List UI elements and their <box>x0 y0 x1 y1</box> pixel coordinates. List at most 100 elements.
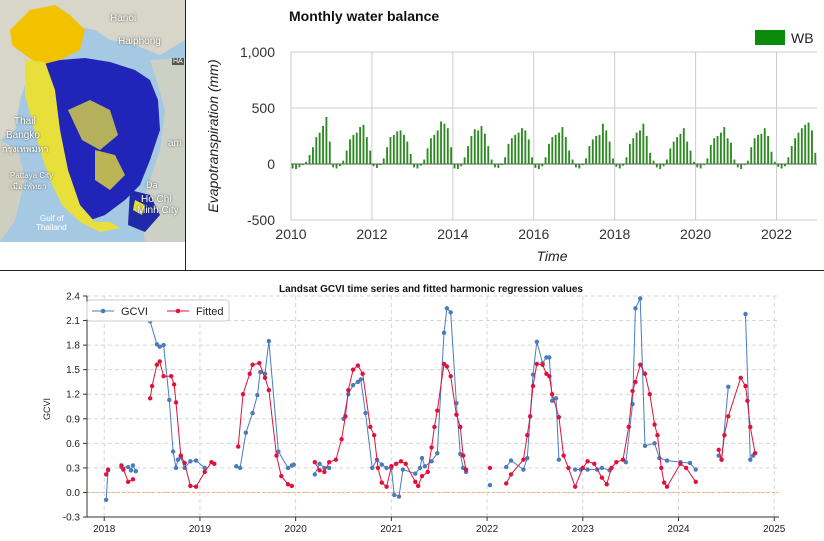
wb-legend-label[interactable]: WB <box>791 30 814 46</box>
gcvi-x-tick-label: 2018 <box>93 524 116 535</box>
gcvi-y-tick-label: 0.0 <box>66 488 80 499</box>
wb-y-tick-label: 0 <box>267 156 275 172</box>
fitted-point <box>521 457 526 462</box>
gcvi-point <box>255 392 260 398</box>
wb-bar <box>719 132 722 164</box>
gcvi-point <box>396 494 402 499</box>
gcvi-x-tick-label: 2024 <box>667 524 690 535</box>
fitted-point <box>743 383 748 389</box>
gcvi-point <box>422 464 428 469</box>
map-panel[interactable]: Hanoi Haiphong Thail Bangko กรุงเทพมหา P… <box>0 0 185 242</box>
fitted-point <box>289 483 295 489</box>
map-label-hanoi: Hanoi <box>110 13 137 24</box>
wb-bar <box>433 134 436 164</box>
fitted-point <box>212 461 217 466</box>
wb-bar <box>430 138 432 164</box>
wb-bar <box>382 158 385 164</box>
gcvi-x-tick-label: 2025 <box>763 524 786 535</box>
fitted-point <box>317 468 322 473</box>
fitted-point <box>460 453 466 458</box>
fitted-point <box>566 465 571 471</box>
wb-bar <box>548 143 550 164</box>
wb-bar <box>355 132 358 164</box>
wb-bar <box>551 137 554 164</box>
map-label-bangkok: Bangko <box>6 130 40 141</box>
wb-bar <box>628 143 631 164</box>
wb-bar <box>318 132 321 164</box>
fitted-point <box>149 383 155 389</box>
basin-west-yellow <box>25 60 120 232</box>
gcvi-point <box>250 410 255 416</box>
wb-bar <box>794 138 797 164</box>
wb-y-tick-label: 500 <box>252 100 276 116</box>
gcvi-y-tick-label: 2.1 <box>66 316 80 327</box>
wb-bar <box>544 157 547 164</box>
map-label-gulf-1: Gulf of <box>40 214 64 223</box>
gcvi-legend[interactable]: GCVI Fitted <box>86 299 230 322</box>
wb-bar <box>460 164 463 167</box>
wb-bar <box>746 160 749 164</box>
gcvi-x-tick-label: 2022 <box>476 524 499 535</box>
gcvi-legend-marker-fitted <box>175 308 181 314</box>
wb-bar <box>359 127 362 164</box>
wb-bar <box>470 136 473 164</box>
fitted-point <box>173 400 179 405</box>
gcvi-x-tick-label: 2019 <box>189 524 212 535</box>
wb-bar <box>392 134 395 164</box>
wb-bar <box>514 134 517 164</box>
gcvi-legend-box <box>86 299 230 322</box>
map-label-thailand: Thail <box>14 116 36 127</box>
gcvi-point <box>585 467 590 472</box>
wb-bar <box>524 130 527 164</box>
fitted-point <box>652 422 657 427</box>
fitted-point <box>620 457 626 462</box>
wb-bar <box>416 164 419 169</box>
wb-bar <box>301 164 304 166</box>
fitted-point <box>655 432 660 438</box>
wb-bar <box>487 146 490 164</box>
gcvi-legend-label-fitted[interactable]: Fitted <box>196 306 224 318</box>
wb-y-tick-label: 1,000 <box>240 44 275 60</box>
gcvi-point <box>384 465 389 471</box>
wb-bar <box>790 146 793 164</box>
wb-bar <box>365 137 368 164</box>
wb-bar <box>480 125 483 164</box>
wb-bar <box>763 128 766 164</box>
gcvi-point <box>508 458 514 463</box>
wb-y-axis-label: Evapotranspiration (mm) <box>205 59 221 212</box>
wb-bar <box>608 141 611 164</box>
wb-bar <box>335 164 338 169</box>
gcvi-point <box>161 342 166 348</box>
gcvi-point <box>173 465 179 471</box>
wb-x-tick-label: 2022 <box>761 226 792 242</box>
wb-bar <box>585 158 587 164</box>
fitted-point <box>726 414 731 419</box>
gcvi-point <box>237 465 243 471</box>
fitted-point <box>549 392 555 397</box>
fitted-point <box>527 414 533 419</box>
wb-bar <box>655 164 658 168</box>
gcvi-point <box>530 372 536 377</box>
fitted-point <box>119 463 124 468</box>
wb-bar <box>490 159 493 164</box>
basin-north-yellow <box>10 5 85 65</box>
gcvi-legend-label-gcvi[interactable]: GCVI <box>121 306 148 318</box>
wb-bar <box>605 130 608 164</box>
gcvi-point <box>154 342 160 347</box>
wb-bar <box>757 134 759 164</box>
gcvi-y-tick-label: 0.6 <box>66 439 80 450</box>
fitted-point <box>716 447 721 453</box>
fitted-point <box>678 461 683 466</box>
wb-x-tick-label: 2012 <box>356 226 387 242</box>
fitted-point <box>130 477 136 482</box>
wb-x-ticks: 2010 2012 2014 2016 2018 2020 2022 <box>275 226 792 242</box>
gcvi-point <box>133 468 139 474</box>
gcvi-lines <box>103 296 758 503</box>
wb-grid <box>290 51 817 221</box>
fitted-point <box>504 481 509 486</box>
fitted-point <box>121 467 126 472</box>
wb-bar <box>386 147 389 164</box>
wb-bar <box>419 164 422 166</box>
gcvi-point <box>419 455 425 461</box>
gcvi-point <box>291 462 296 467</box>
